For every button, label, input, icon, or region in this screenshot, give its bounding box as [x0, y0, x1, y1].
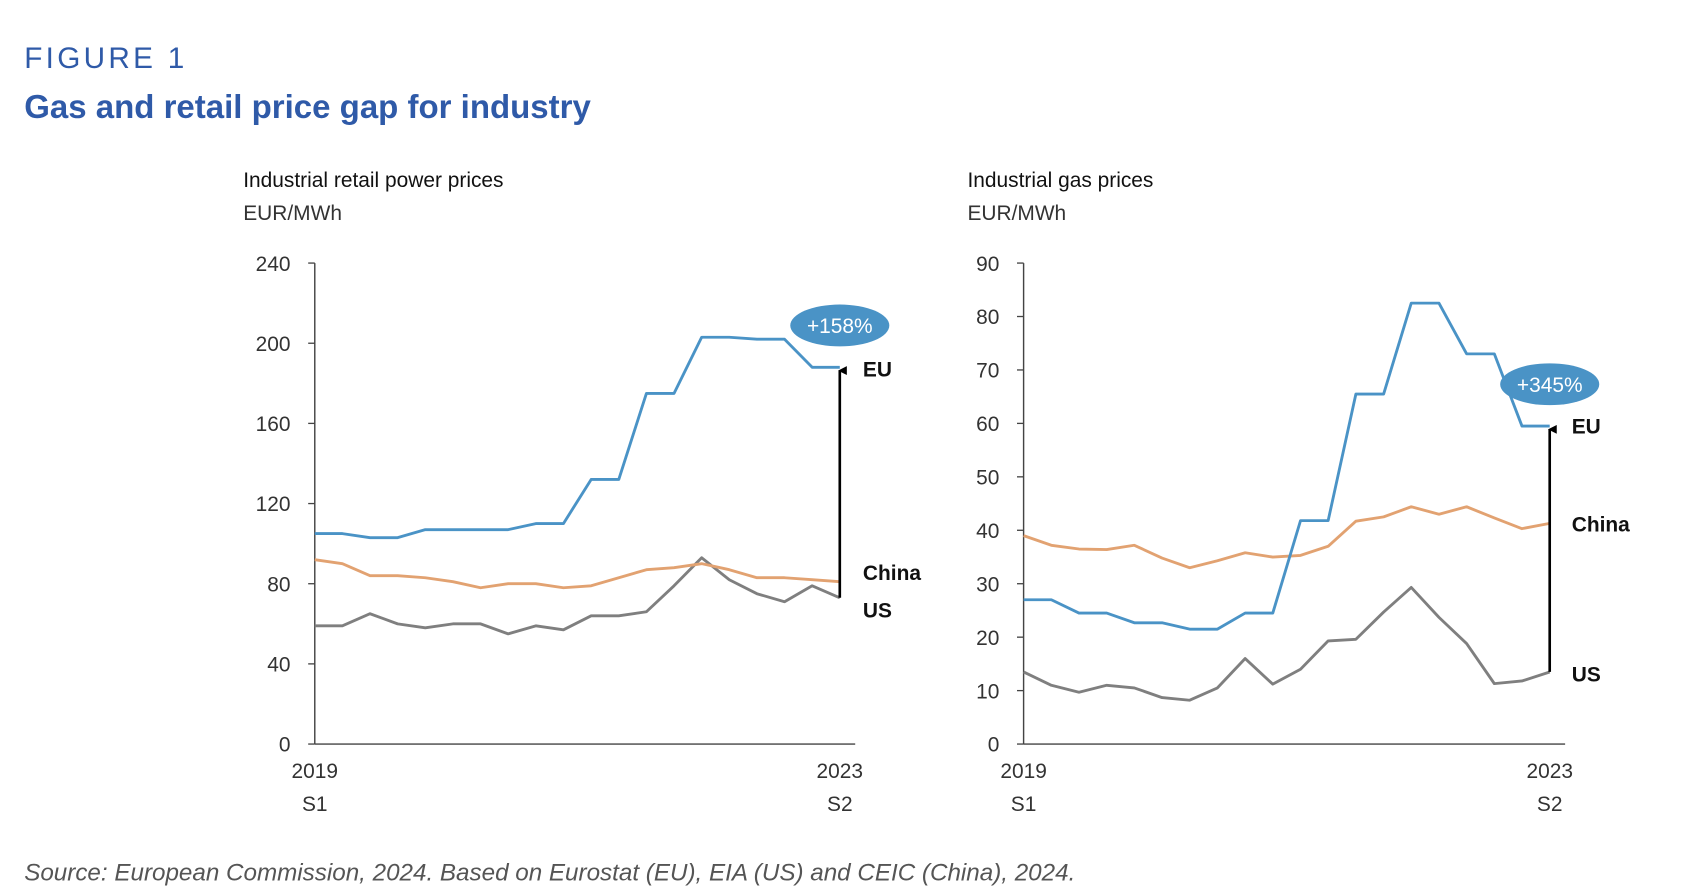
gap-percentage: +158% — [807, 315, 873, 338]
series-line-us — [1022, 585, 1551, 702]
series-line-eu — [1023, 301, 1550, 631]
x-tick-label-end-half: S2 — [1537, 793, 1563, 816]
x-tick-label-start-half: S1 — [302, 793, 328, 816]
y-tick-label: 80 — [267, 573, 290, 596]
x-tick-label-start-half: S1 — [1011, 793, 1037, 816]
y-tick-label: 60 — [976, 413, 999, 436]
y-axis-unit: EUR/MWh — [243, 202, 342, 225]
y-tick-label: 50 — [976, 467, 999, 490]
y-tick-label: 10 — [976, 680, 999, 703]
gap-percentage: +345% — [1517, 374, 1583, 397]
y-tick-label: 40 — [267, 654, 290, 677]
y-tick-label: 30 — [976, 573, 999, 596]
y-tick-label: 90 — [976, 253, 999, 276]
series-line-eu — [314, 335, 840, 540]
series-line-china — [314, 558, 840, 590]
y-tick-label: 160 — [256, 413, 291, 436]
chart-title: Industrial gas prices — [967, 169, 1153, 192]
y-tick-label: 120 — [256, 493, 291, 516]
series-line-china — [1023, 505, 1550, 570]
series-label-us: US — [1572, 663, 1601, 686]
figure-label: FIGURE 1 — [24, 42, 187, 75]
figure-title: Gas and retail price gap for industry — [24, 88, 591, 125]
gap-bubble — [790, 304, 890, 347]
y-tick-label: 0 — [988, 734, 1000, 757]
chart-gas-prices: Industrial gas prices EUR/MWh 0 10 20 30 40 5… — [967, 169, 1630, 816]
series-label-eu: EU — [1572, 416, 1601, 439]
y-tick-label: 20 — [976, 627, 999, 650]
y-tick-label: 40 — [976, 520, 999, 543]
chart-power-prices: Industrial retail power prices EUR/MWh 0… — [243, 169, 921, 816]
series-label-eu: EU — [863, 358, 892, 381]
series-line-us — [314, 556, 841, 636]
x-tick-label-end-year: 2023 — [817, 760, 864, 783]
y-tick-label: 80 — [976, 306, 999, 329]
series-label-china: China — [1572, 514, 1630, 537]
x-tick-label-end-year: 2023 — [1526, 760, 1573, 783]
x-tick-label-start-year: 2019 — [1000, 760, 1047, 783]
series-label-china: China — [863, 562, 921, 585]
y-tick-label: 200 — [256, 333, 291, 356]
series-label-us: US — [863, 599, 892, 622]
x-tick-label-start-year: 2019 — [292, 760, 339, 783]
y-tick-label: 0 — [279, 734, 291, 757]
gap-bubble — [1500, 363, 1600, 406]
chart-title: Industrial retail power prices — [243, 169, 503, 192]
y-axis-unit: EUR/MWh — [967, 202, 1066, 225]
source-note: Source: European Commission, 2024. Based… — [24, 860, 1075, 887]
y-tick-label: 70 — [976, 360, 999, 383]
y-tick-label: 240 — [256, 253, 291, 276]
x-tick-label-end-half: S2 — [827, 793, 853, 816]
